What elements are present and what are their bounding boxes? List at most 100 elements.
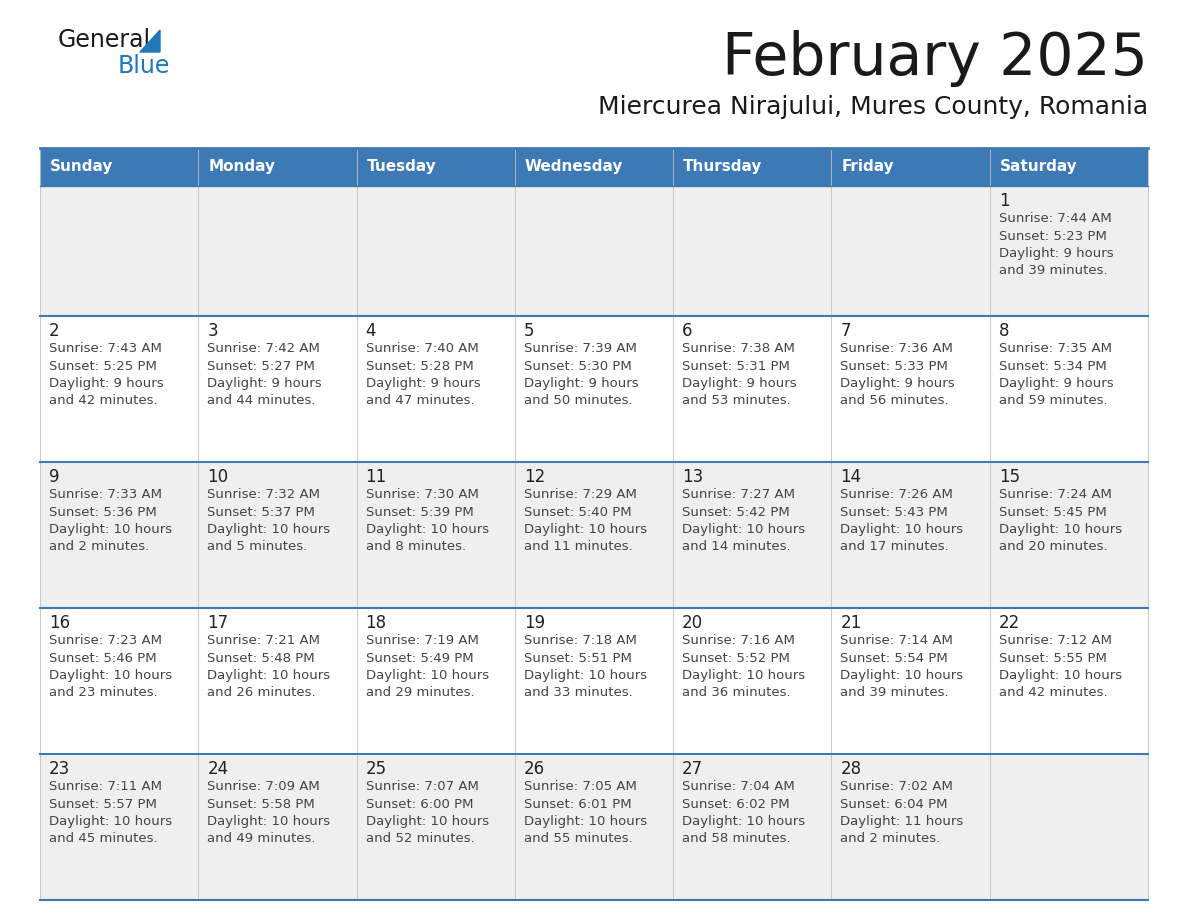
- Text: 14: 14: [840, 468, 861, 486]
- Text: Sunrise: 7:14 AM: Sunrise: 7:14 AM: [840, 634, 953, 647]
- Text: Daylight: 9 hours: Daylight: 9 hours: [999, 377, 1113, 390]
- Text: Sunset: 5:43 PM: Sunset: 5:43 PM: [840, 506, 948, 519]
- Text: and 42 minutes.: and 42 minutes.: [999, 687, 1107, 700]
- Text: 9: 9: [49, 468, 59, 486]
- Text: Sunrise: 7:30 AM: Sunrise: 7:30 AM: [366, 488, 479, 501]
- Text: Sunrise: 7:16 AM: Sunrise: 7:16 AM: [682, 634, 795, 647]
- Text: Sunset: 6:01 PM: Sunset: 6:01 PM: [524, 798, 632, 811]
- Text: Sunrise: 7:36 AM: Sunrise: 7:36 AM: [840, 342, 953, 355]
- Text: Daylight: 10 hours: Daylight: 10 hours: [840, 669, 963, 682]
- Text: 18: 18: [366, 614, 387, 632]
- Text: Sunrise: 7:21 AM: Sunrise: 7:21 AM: [207, 634, 321, 647]
- Text: Sunrise: 7:05 AM: Sunrise: 7:05 AM: [524, 780, 637, 793]
- Text: 1: 1: [999, 192, 1010, 210]
- Bar: [40, 148, 1148, 186]
- Text: Daylight: 10 hours: Daylight: 10 hours: [49, 523, 172, 536]
- Text: Sunset: 5:52 PM: Sunset: 5:52 PM: [682, 652, 790, 665]
- Text: Sunset: 5:45 PM: Sunset: 5:45 PM: [999, 506, 1106, 519]
- Text: Sunrise: 7:29 AM: Sunrise: 7:29 AM: [524, 488, 637, 501]
- Text: Sunrise: 7:24 AM: Sunrise: 7:24 AM: [999, 488, 1112, 501]
- Text: Sunday: Sunday: [50, 160, 113, 174]
- Text: Sunset: 5:28 PM: Sunset: 5:28 PM: [366, 360, 473, 373]
- Text: and 26 minutes.: and 26 minutes.: [207, 687, 316, 700]
- Text: Sunset: 5:34 PM: Sunset: 5:34 PM: [999, 360, 1106, 373]
- Text: Daylight: 10 hours: Daylight: 10 hours: [366, 669, 488, 682]
- Text: Sunset: 5:57 PM: Sunset: 5:57 PM: [49, 798, 157, 811]
- Text: Sunrise: 7:33 AM: Sunrise: 7:33 AM: [49, 488, 162, 501]
- Text: Sunrise: 7:09 AM: Sunrise: 7:09 AM: [207, 780, 320, 793]
- Text: Daylight: 10 hours: Daylight: 10 hours: [207, 669, 330, 682]
- Text: February 2025: February 2025: [722, 30, 1148, 87]
- Text: and 58 minutes.: and 58 minutes.: [682, 833, 791, 845]
- Text: Daylight: 9 hours: Daylight: 9 hours: [207, 377, 322, 390]
- Text: and 2 minutes.: and 2 minutes.: [840, 833, 941, 845]
- Text: and 42 minutes.: and 42 minutes.: [49, 395, 158, 408]
- Text: Sunset: 5:23 PM: Sunset: 5:23 PM: [999, 230, 1106, 242]
- Text: 2: 2: [49, 322, 59, 340]
- Text: Daylight: 10 hours: Daylight: 10 hours: [682, 669, 805, 682]
- Text: Sunset: 5:46 PM: Sunset: 5:46 PM: [49, 652, 157, 665]
- Text: Sunset: 5:55 PM: Sunset: 5:55 PM: [999, 652, 1106, 665]
- Text: and 52 minutes.: and 52 minutes.: [366, 833, 474, 845]
- Text: Sunset: 6:04 PM: Sunset: 6:04 PM: [840, 798, 948, 811]
- Text: Daylight: 10 hours: Daylight: 10 hours: [49, 669, 172, 682]
- Text: Daylight: 9 hours: Daylight: 9 hours: [840, 377, 955, 390]
- Text: Daylight: 11 hours: Daylight: 11 hours: [840, 815, 963, 828]
- Text: 5: 5: [524, 322, 535, 340]
- Bar: [40, 754, 1148, 900]
- Text: Sunrise: 7:42 AM: Sunrise: 7:42 AM: [207, 342, 320, 355]
- Text: 21: 21: [840, 614, 861, 632]
- Polygon shape: [140, 30, 160, 52]
- Text: Daylight: 10 hours: Daylight: 10 hours: [207, 815, 330, 828]
- Text: and 17 minutes.: and 17 minutes.: [840, 541, 949, 554]
- Text: and 39 minutes.: and 39 minutes.: [840, 687, 949, 700]
- Text: Sunrise: 7:27 AM: Sunrise: 7:27 AM: [682, 488, 795, 501]
- Text: Sunrise: 7:11 AM: Sunrise: 7:11 AM: [49, 780, 162, 793]
- Text: Daylight: 10 hours: Daylight: 10 hours: [682, 815, 805, 828]
- Text: and 8 minutes.: and 8 minutes.: [366, 541, 466, 554]
- Text: 7: 7: [840, 322, 851, 340]
- Text: Sunrise: 7:02 AM: Sunrise: 7:02 AM: [840, 780, 953, 793]
- Text: 19: 19: [524, 614, 545, 632]
- Bar: [40, 186, 1148, 316]
- Text: Sunset: 5:30 PM: Sunset: 5:30 PM: [524, 360, 632, 373]
- Text: Sunset: 6:00 PM: Sunset: 6:00 PM: [366, 798, 473, 811]
- Text: 11: 11: [366, 468, 387, 486]
- Text: and 23 minutes.: and 23 minutes.: [49, 687, 158, 700]
- Text: Daylight: 10 hours: Daylight: 10 hours: [999, 523, 1121, 536]
- Text: Daylight: 10 hours: Daylight: 10 hours: [999, 669, 1121, 682]
- Text: Sunset: 5:49 PM: Sunset: 5:49 PM: [366, 652, 473, 665]
- Text: and 5 minutes.: and 5 minutes.: [207, 541, 308, 554]
- Text: Daylight: 10 hours: Daylight: 10 hours: [524, 523, 647, 536]
- Text: Sunset: 5:37 PM: Sunset: 5:37 PM: [207, 506, 315, 519]
- Text: Daylight: 9 hours: Daylight: 9 hours: [49, 377, 164, 390]
- Text: and 55 minutes.: and 55 minutes.: [524, 833, 632, 845]
- Text: 6: 6: [682, 322, 693, 340]
- Text: Sunset: 5:48 PM: Sunset: 5:48 PM: [207, 652, 315, 665]
- Text: 23: 23: [49, 760, 70, 778]
- Text: Friday: Friday: [841, 160, 895, 174]
- Text: Sunset: 5:40 PM: Sunset: 5:40 PM: [524, 506, 632, 519]
- Text: Sunset: 6:02 PM: Sunset: 6:02 PM: [682, 798, 790, 811]
- Text: Sunrise: 7:23 AM: Sunrise: 7:23 AM: [49, 634, 162, 647]
- Text: Sunset: 5:27 PM: Sunset: 5:27 PM: [207, 360, 315, 373]
- Text: 27: 27: [682, 760, 703, 778]
- Text: Sunrise: 7:39 AM: Sunrise: 7:39 AM: [524, 342, 637, 355]
- Text: 16: 16: [49, 614, 70, 632]
- Text: Sunrise: 7:12 AM: Sunrise: 7:12 AM: [999, 634, 1112, 647]
- Bar: [40, 462, 1148, 608]
- Text: Miercurea Nirajului, Mures County, Romania: Miercurea Nirajului, Mures County, Roman…: [598, 95, 1148, 119]
- Text: and 20 minutes.: and 20 minutes.: [999, 541, 1107, 554]
- Text: and 45 minutes.: and 45 minutes.: [49, 833, 158, 845]
- Text: Sunset: 5:42 PM: Sunset: 5:42 PM: [682, 506, 790, 519]
- Text: Daylight: 10 hours: Daylight: 10 hours: [49, 815, 172, 828]
- Text: Sunset: 5:33 PM: Sunset: 5:33 PM: [840, 360, 948, 373]
- Text: Tuesday: Tuesday: [367, 160, 436, 174]
- Text: 17: 17: [207, 614, 228, 632]
- Text: and 50 minutes.: and 50 minutes.: [524, 395, 632, 408]
- Text: and 36 minutes.: and 36 minutes.: [682, 687, 791, 700]
- Text: Sunrise: 7:32 AM: Sunrise: 7:32 AM: [207, 488, 321, 501]
- Text: 22: 22: [999, 614, 1020, 632]
- Text: 8: 8: [999, 322, 1010, 340]
- Text: 10: 10: [207, 468, 228, 486]
